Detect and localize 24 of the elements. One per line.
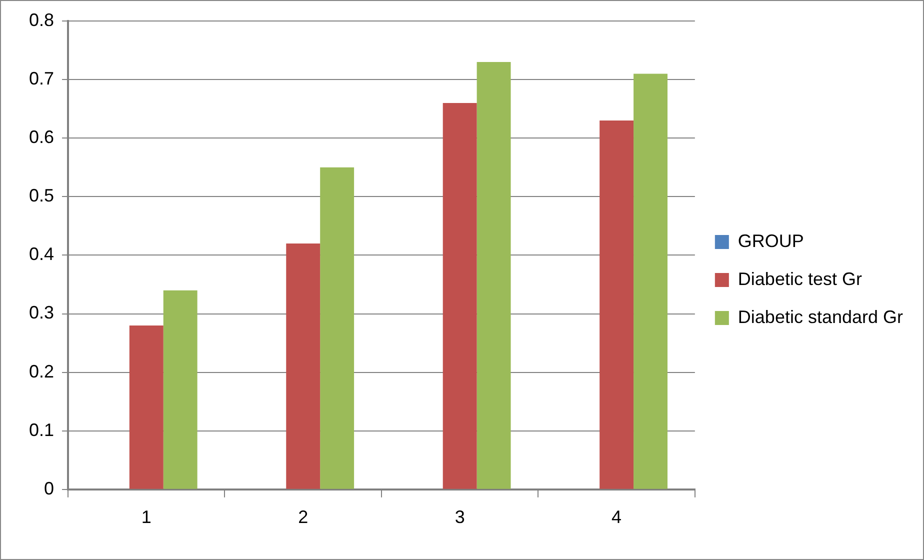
y-tick-label: 0.2 bbox=[28, 361, 54, 382]
y-tick-label: 0 bbox=[44, 478, 54, 498]
x-tick-label: 1 bbox=[141, 507, 152, 528]
x-tick-label: 4 bbox=[612, 507, 622, 528]
y-tick-label: 0.1 bbox=[28, 420, 54, 440]
bar bbox=[600, 120, 634, 489]
legend-label: GROUP bbox=[738, 230, 804, 251]
bar bbox=[442, 102, 477, 489]
bar bbox=[476, 62, 511, 489]
y-tick-label: 0.8 bbox=[28, 10, 54, 30]
y-tick-label: 0.7 bbox=[28, 68, 54, 89]
bar bbox=[286, 243, 320, 489]
bar bbox=[634, 74, 668, 489]
y-tick-label: 0.4 bbox=[28, 244, 54, 264]
y-tick-label: 0.6 bbox=[28, 127, 54, 148]
y-tick-label: 0.5 bbox=[28, 186, 54, 206]
x-tick-label: 2 bbox=[298, 507, 308, 528]
bar bbox=[129, 325, 164, 489]
y-tick-label: 0.3 bbox=[28, 302, 54, 323]
bar bbox=[163, 290, 198, 489]
bar bbox=[320, 167, 354, 489]
legend-label: Diabetic test Gr bbox=[738, 268, 862, 289]
legend-label: Diabetic standard Gr bbox=[738, 306, 904, 327]
x-tick-label: 3 bbox=[454, 507, 465, 528]
